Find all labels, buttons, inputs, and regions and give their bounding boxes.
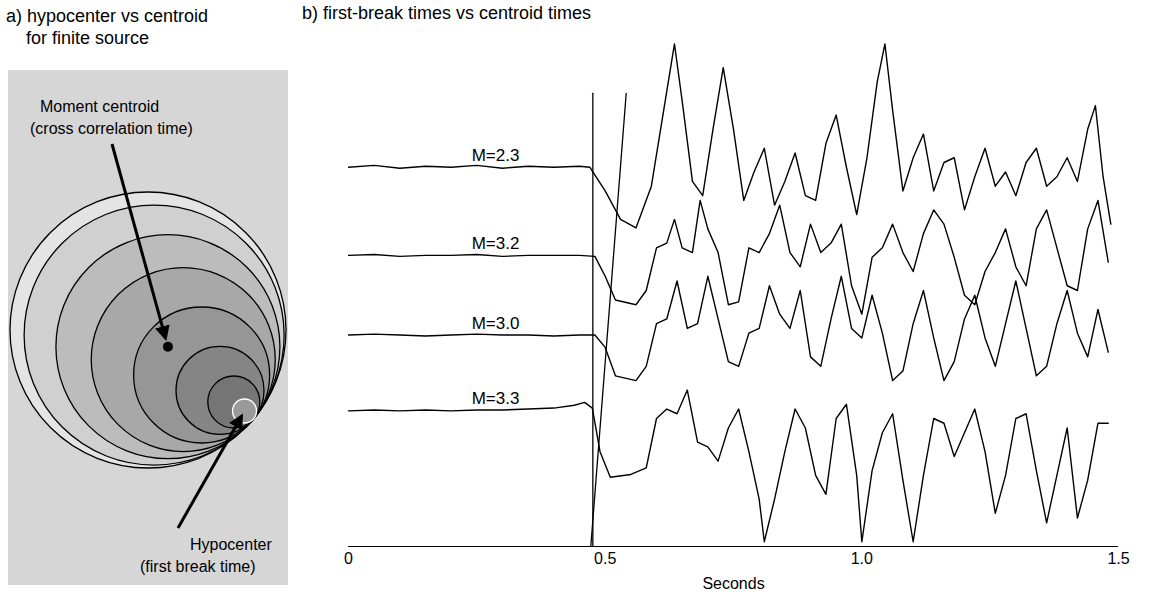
svg-text:1.5: 1.5: [1107, 550, 1129, 567]
svg-text:M=2.3: M=2.3: [472, 146, 520, 165]
svg-text:M=3.0: M=3.0: [472, 314, 520, 333]
html-text:b) first-break times vs centro: b) first-break times vs centroid times: [302, 3, 592, 23]
svg-text:0.5: 0.5: [594, 550, 616, 567]
svg-text:M=3.3: M=3.3: [472, 389, 520, 408]
svg-text:Seconds: Seconds: [702, 575, 764, 592]
svg-text:(cross correlation time): (cross correlation time): [30, 120, 193, 137]
svg-text:1.0: 1.0: [851, 550, 873, 567]
svg-text:M=3.2: M=3.2: [472, 234, 520, 253]
svg-text:(first break time): (first break time): [140, 558, 256, 575]
svg-text:for finite source: for finite source: [26, 28, 149, 48]
svg-text:Moment centroid: Moment centroid: [40, 98, 159, 115]
svg-text:0: 0: [344, 550, 353, 567]
svg-text:Hypocenter: Hypocenter: [190, 536, 272, 553]
svg-text:a) hypocenter vs centroid: a) hypocenter vs centroid: [6, 6, 208, 26]
